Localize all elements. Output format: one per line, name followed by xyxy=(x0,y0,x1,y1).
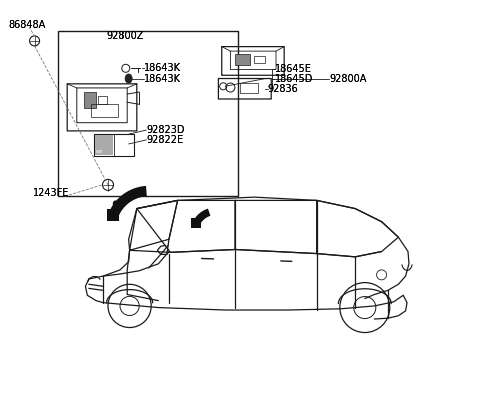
Text: 18643K: 18643K xyxy=(144,63,181,73)
Text: 18643K: 18643K xyxy=(144,74,181,83)
Text: 86848A: 86848A xyxy=(9,20,46,29)
Text: 92800A: 92800A xyxy=(330,74,367,83)
Bar xyxy=(108,209,120,221)
Text: 92836: 92836 xyxy=(268,84,299,94)
Text: 92823D: 92823D xyxy=(146,125,185,135)
Text: 18643K: 18643K xyxy=(144,74,181,83)
Text: 86848A: 86848A xyxy=(9,20,46,29)
Bar xyxy=(235,54,250,65)
Ellipse shape xyxy=(125,74,132,83)
Text: 18645D: 18645D xyxy=(275,74,313,83)
Text: 92822E: 92822E xyxy=(146,135,183,145)
Text: 18643K: 18643K xyxy=(144,63,181,73)
Bar xyxy=(254,56,265,63)
Text: 92822E: 92822E xyxy=(146,135,183,145)
Text: 1243FE: 1243FE xyxy=(33,189,69,198)
Text: 92800A: 92800A xyxy=(330,74,367,83)
Text: 92823D: 92823D xyxy=(146,125,185,135)
Bar xyxy=(84,92,96,108)
Text: 18645E: 18645E xyxy=(275,64,312,74)
Bar xyxy=(94,134,134,156)
Text: 92836: 92836 xyxy=(268,84,299,94)
Bar xyxy=(58,31,238,196)
Text: 92800Z: 92800Z xyxy=(107,31,144,40)
Text: 1243FE: 1243FE xyxy=(33,189,69,198)
Bar xyxy=(96,150,102,153)
Bar xyxy=(95,135,113,155)
Text: 92800Z: 92800Z xyxy=(107,31,144,40)
Text: 18645D: 18645D xyxy=(275,74,313,83)
Bar xyxy=(240,83,258,93)
Bar xyxy=(98,96,107,104)
Bar xyxy=(192,218,202,228)
Bar xyxy=(91,104,118,117)
Text: 18645E: 18645E xyxy=(275,64,312,74)
